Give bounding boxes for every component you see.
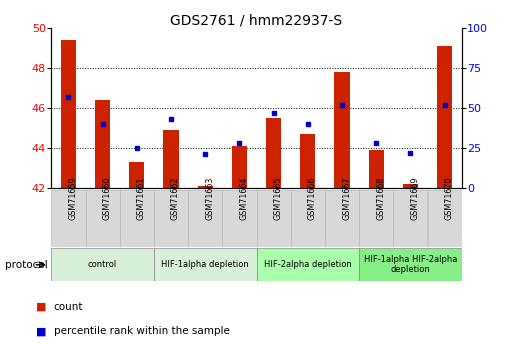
Bar [393,190,427,247]
Bar [403,184,418,188]
Bar [266,118,281,188]
Bar [300,134,315,188]
Bar [368,150,384,188]
Bar [198,186,213,188]
Bar [120,190,154,247]
Bar [256,248,359,281]
Text: control: control [88,260,117,269]
Bar [129,162,145,188]
Bar [291,190,325,247]
Bar [51,190,86,247]
Bar [188,190,222,247]
Bar [222,190,256,247]
Text: percentile rank within the sample: percentile rank within the sample [54,326,230,336]
Bar [95,100,110,188]
Bar [232,146,247,188]
Text: GSM71661: GSM71661 [137,177,146,220]
Text: GSM71668: GSM71668 [376,177,385,220]
Bar [51,248,154,281]
Text: GSM71663: GSM71663 [205,177,214,220]
Text: ■: ■ [36,302,46,312]
Bar [256,190,291,247]
Bar [86,190,120,247]
Bar [334,72,350,188]
Text: protocol: protocol [5,260,48,270]
Bar [437,46,452,188]
Text: GSM71665: GSM71665 [273,177,283,220]
Bar [61,40,76,188]
Text: ■: ■ [36,326,46,336]
Text: GSM71667: GSM71667 [342,177,351,220]
Text: GSM71662: GSM71662 [171,177,180,220]
Text: GDS2761 / hmm22937-S: GDS2761 / hmm22937-S [170,14,343,28]
Bar [359,190,393,247]
Bar [154,248,256,281]
Text: HIF-1alpha depletion: HIF-1alpha depletion [161,260,249,269]
Text: GSM71666: GSM71666 [308,177,317,220]
Bar [154,190,188,247]
Bar [359,248,462,281]
Bar [325,190,359,247]
Text: GSM71660: GSM71660 [103,177,112,220]
Text: HIF-2alpha depletion: HIF-2alpha depletion [264,260,352,269]
Text: HIF-1alpha HIF-2alpha
depletion: HIF-1alpha HIF-2alpha depletion [364,255,457,275]
Bar [163,130,179,188]
Text: GSM71669: GSM71669 [410,177,420,220]
Text: GSM71659: GSM71659 [68,177,77,220]
Text: GSM71664: GSM71664 [240,177,248,220]
Bar [427,190,462,247]
Text: count: count [54,302,84,312]
Text: GSM71670: GSM71670 [445,177,453,220]
